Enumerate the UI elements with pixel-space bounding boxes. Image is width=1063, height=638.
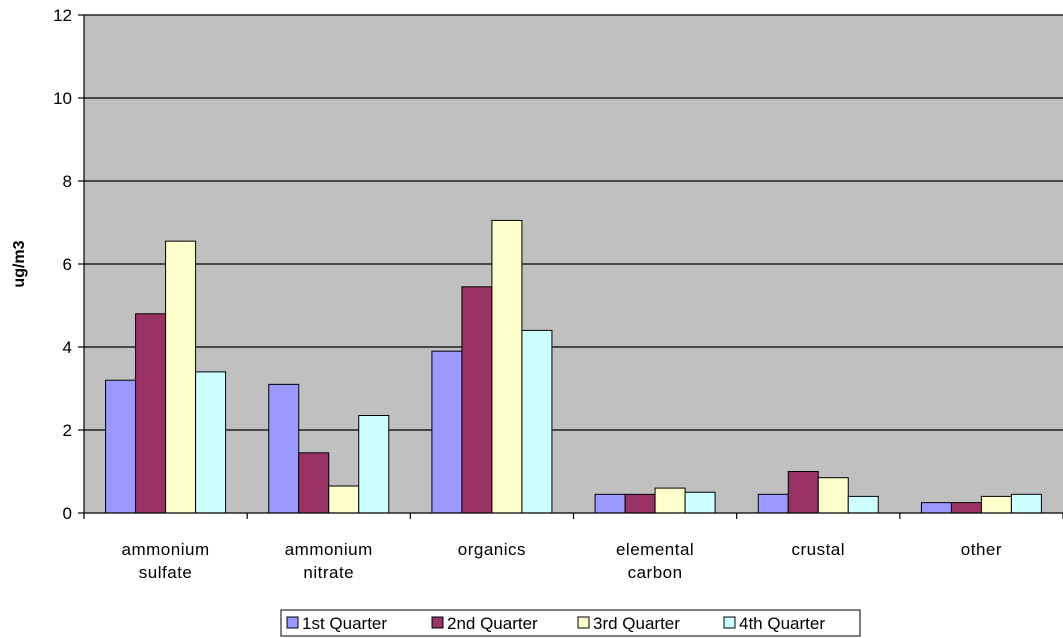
x-axis-ticks — [83, 513, 1063, 519]
y-axis-ticks: 0 2 4 6 8 10 12 — [53, 6, 84, 523]
bar — [1010, 493, 1042, 514]
legend-swatch — [723, 616, 736, 629]
bar — [358, 414, 390, 514]
legend-label: 2nd Quarter — [447, 614, 538, 633]
bar — [594, 493, 626, 514]
y-tick-label: 10 — [53, 89, 72, 108]
bar — [461, 286, 493, 514]
y-tick-label: 12 — [53, 6, 72, 25]
bar — [298, 452, 330, 514]
bar — [431, 350, 463, 514]
category-label: ammonium nitrate — [285, 540, 373, 582]
category-labels: ammonium sulfate ammonium nitrate organics el… — [122, 540, 1002, 582]
legend-swatch — [431, 616, 444, 629]
category-label: organics — [458, 540, 526, 559]
legend-swatch — [577, 616, 590, 629]
bar — [165, 240, 197, 514]
y-tick-label: 6 — [63, 255, 72, 274]
legend-swatch — [286, 616, 299, 629]
bar — [787, 471, 819, 514]
bar — [980, 495, 1012, 514]
legend-label: 1st Quarter — [302, 614, 387, 633]
legend: 1st Quarter 2nd Quarter 3rd Quarter 4th Qua… — [280, 609, 861, 637]
bar — [491, 219, 523, 514]
bar — [847, 495, 879, 514]
bar — [684, 491, 716, 514]
bar — [654, 487, 686, 514]
bar — [817, 477, 849, 514]
gridlines — [84, 14, 1063, 431]
bar — [521, 329, 553, 514]
legend-items: 1st Quarter 2nd Quarter 3rd Quarter 4th Qua… — [286, 614, 825, 633]
y-axis-title: ug/m3 — [11, 240, 28, 287]
legend-box — [280, 609, 861, 637]
bar — [195, 371, 227, 514]
y-tick-label: 8 — [63, 172, 72, 191]
y-tick-label: 0 — [63, 504, 72, 523]
bar — [328, 485, 360, 514]
category-label: other — [961, 540, 1002, 559]
bars — [105, 219, 1042, 514]
legend-label: 4th Quarter — [739, 614, 825, 633]
bar — [757, 493, 789, 514]
y-tick-label: 2 — [63, 421, 72, 440]
bar — [268, 383, 300, 514]
category-label: elemental carbon — [616, 540, 694, 582]
bar — [135, 313, 167, 514]
legend-label: 3rd Quarter — [593, 614, 680, 633]
bar — [105, 379, 137, 514]
bar — [920, 502, 952, 514]
category-label: ammonium sulfate — [122, 540, 210, 582]
y-tick-label: 4 — [63, 338, 72, 357]
category-label: crustal — [791, 540, 845, 559]
bar — [950, 502, 982, 514]
bar — [624, 493, 656, 514]
